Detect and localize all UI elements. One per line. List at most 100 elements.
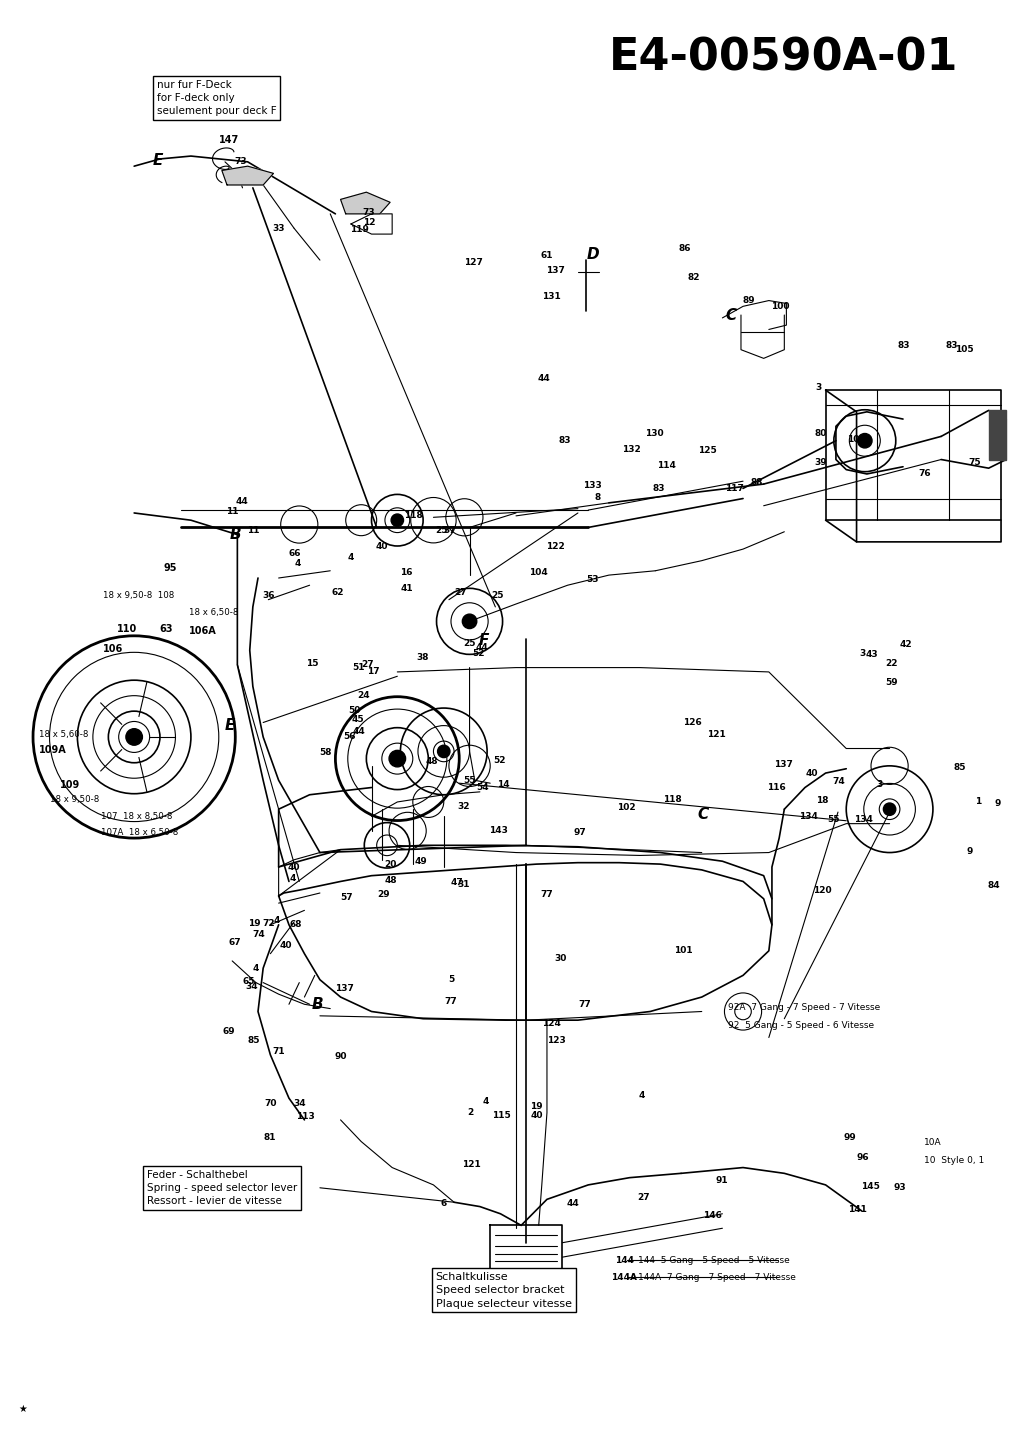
Text: 141: 141 — [848, 1205, 867, 1214]
Text: 99: 99 — [844, 1133, 857, 1142]
Text: 40: 40 — [806, 769, 818, 777]
Text: 134: 134 — [854, 815, 873, 824]
Text: 69: 69 — [223, 1027, 235, 1036]
Text: 52: 52 — [493, 756, 506, 764]
Text: 123: 123 — [547, 1036, 566, 1045]
Text: 65: 65 — [243, 977, 255, 985]
Text: 4: 4 — [483, 1097, 489, 1105]
Text: 18: 18 — [816, 796, 829, 805]
Text: 74: 74 — [833, 777, 845, 786]
Text: 91: 91 — [715, 1176, 728, 1185]
Text: 44: 44 — [353, 727, 365, 736]
Text: 81: 81 — [263, 1133, 276, 1142]
Text: 48: 48 — [425, 757, 438, 766]
Text: 58: 58 — [319, 749, 331, 757]
Text: 42: 42 — [900, 640, 912, 649]
Text: 83: 83 — [652, 484, 665, 493]
Text: E: E — [225, 718, 235, 733]
Text: 115: 115 — [492, 1111, 511, 1120]
Text: 74: 74 — [253, 931, 265, 939]
Text: 144  5 Gang - 5 Speed - 5 Vitesse: 144 5 Gang - 5 Speed - 5 Vitesse — [638, 1256, 789, 1264]
Text: 83: 83 — [898, 341, 910, 350]
Text: 10  Style 0, 1: 10 Style 0, 1 — [924, 1156, 983, 1165]
Text: 104: 104 — [529, 568, 548, 577]
Text: 52: 52 — [473, 649, 485, 657]
Circle shape — [462, 614, 477, 629]
Text: 18 x 6,50-8: 18 x 6,50-8 — [189, 608, 238, 617]
Text: 19: 19 — [530, 1103, 543, 1111]
Text: C: C — [698, 808, 709, 822]
Text: 12: 12 — [363, 218, 376, 227]
Text: 88: 88 — [750, 478, 763, 487]
Text: 109A: 109A — [39, 746, 67, 754]
Text: 4: 4 — [253, 964, 259, 972]
Text: 25: 25 — [491, 591, 504, 600]
Text: 145: 145 — [861, 1182, 879, 1191]
Text: 4: 4 — [273, 916, 280, 925]
Text: C: C — [725, 308, 737, 322]
Text: 16: 16 — [400, 568, 413, 577]
Text: 121: 121 — [462, 1160, 481, 1169]
Text: 56: 56 — [344, 733, 356, 741]
Text: E4-00590A-01: E4-00590A-01 — [609, 36, 959, 79]
Text: 15: 15 — [307, 659, 319, 668]
Text: 143: 143 — [489, 827, 508, 835]
Text: 51: 51 — [352, 663, 364, 672]
Text: 54: 54 — [477, 783, 489, 792]
Text: 97: 97 — [574, 828, 586, 837]
Text: 14: 14 — [497, 780, 510, 789]
Text: 57: 57 — [341, 893, 353, 902]
Text: 84: 84 — [988, 881, 1000, 890]
Text: 55: 55 — [463, 776, 476, 785]
Text: 130: 130 — [645, 429, 664, 438]
Text: 55: 55 — [828, 815, 840, 824]
Text: 4: 4 — [639, 1091, 645, 1100]
Text: 144A: 144A — [611, 1273, 638, 1282]
Text: 10A: 10A — [924, 1139, 941, 1147]
Text: 27: 27 — [638, 1194, 650, 1202]
Text: 119: 119 — [350, 225, 368, 234]
Text: Feder - Schalthebel
Spring - speed selector lever
Ressort - levier de vitesse: Feder - Schalthebel Spring - speed selec… — [147, 1169, 297, 1207]
Polygon shape — [222, 166, 273, 185]
Text: 103: 103 — [847, 435, 866, 444]
Text: D: D — [586, 247, 599, 262]
Text: 33: 33 — [272, 224, 285, 233]
Text: 144: 144 — [615, 1256, 634, 1264]
Text: 92A  7 Gang - 7 Speed - 7 Vitesse: 92A 7 Gang - 7 Speed - 7 Vitesse — [728, 1003, 880, 1011]
Text: 77: 77 — [579, 1000, 591, 1009]
Polygon shape — [989, 410, 1006, 460]
Text: 38: 38 — [417, 653, 429, 662]
Text: 133: 133 — [583, 481, 602, 490]
Circle shape — [858, 434, 872, 448]
Text: 110: 110 — [117, 624, 137, 633]
Text: 76: 76 — [918, 470, 931, 478]
Text: 44: 44 — [567, 1199, 579, 1208]
Text: 70: 70 — [264, 1100, 277, 1108]
Text: 27: 27 — [361, 660, 374, 669]
Text: 53: 53 — [586, 575, 599, 584]
Text: 102: 102 — [617, 803, 636, 812]
Text: 39: 39 — [814, 458, 827, 467]
Polygon shape — [341, 192, 390, 214]
Text: 50: 50 — [348, 707, 360, 715]
Text: 73: 73 — [234, 158, 247, 166]
Text: 100: 100 — [771, 302, 789, 311]
Text: 25: 25 — [463, 639, 476, 647]
Text: 92  5 Gang - 5 Speed - 6 Vitesse: 92 5 Gang - 5 Speed - 6 Vitesse — [728, 1022, 874, 1030]
Text: F: F — [479, 633, 489, 647]
Circle shape — [438, 746, 450, 757]
Text: 124: 124 — [542, 1019, 560, 1027]
Text: 113: 113 — [296, 1113, 315, 1121]
Text: 18 x 9,50-8  108: 18 x 9,50-8 108 — [103, 591, 174, 600]
Text: 101: 101 — [674, 946, 692, 955]
Text: 11: 11 — [226, 507, 238, 516]
Text: 109: 109 — [60, 780, 80, 789]
Text: 118: 118 — [664, 795, 682, 803]
Text: 62: 62 — [331, 588, 344, 597]
Text: 40: 40 — [288, 863, 300, 871]
Text: 107A  18 x 6,50-8: 107A 18 x 6,50-8 — [101, 828, 179, 837]
Text: 24: 24 — [357, 691, 369, 699]
Text: 8: 8 — [594, 493, 601, 501]
Text: 83: 83 — [945, 341, 958, 350]
Text: 40: 40 — [280, 941, 292, 949]
